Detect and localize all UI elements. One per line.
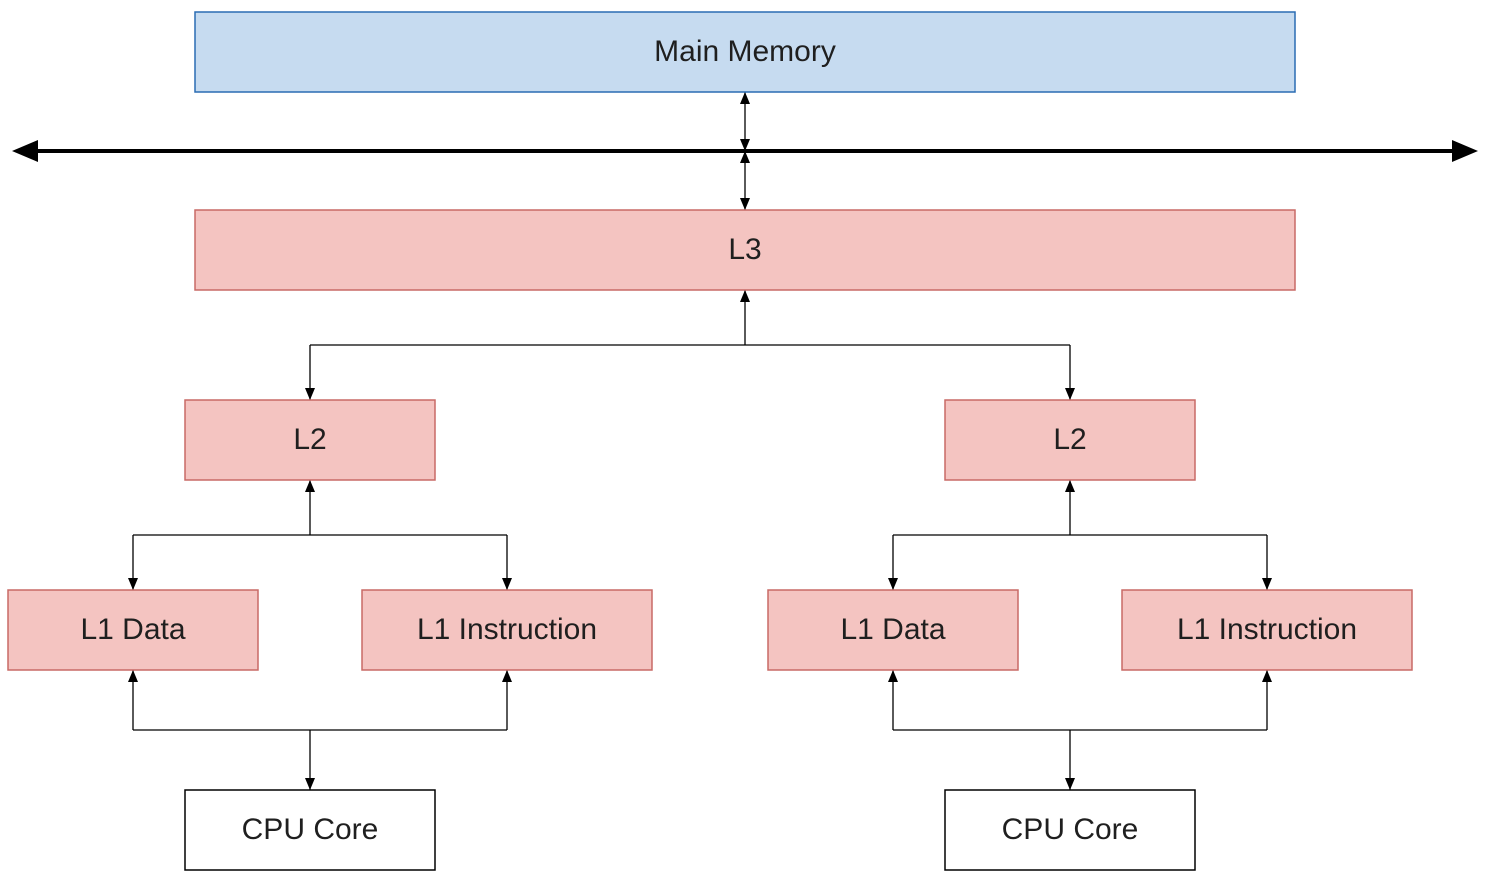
node-main_memory-label: Main Memory [654,35,836,68]
bus-arrow-left [12,140,38,162]
node-core_right-label: CPU Core [1002,813,1139,846]
node-l1d_right-label: L1 Data [840,613,945,646]
node-l2_left-label: L2 [293,423,326,456]
node-main_memory: Main Memory [195,12,1295,92]
node-l3: L3 [195,210,1295,290]
node-l2_right-label: L2 [1053,423,1086,456]
cpu-cache-diagram: Main Memory L3 L2 L1 Data L1 Instruction CPU … [0,0,1490,895]
node-l1i_left-label: L1 Instruction [417,613,597,646]
node-l1d_left: L1 Data [8,590,258,670]
node-l1d_right: L1 Data [768,590,1018,670]
node-core_left: CPU Core [185,790,435,870]
node-l1d_left-label: L1 Data [80,613,185,646]
node-l2_right: L2 [945,400,1195,480]
bus-arrow-right [1452,140,1478,162]
node-l2_left: L2 [185,400,435,480]
node-l1i_right: L1 Instruction [1122,590,1412,670]
node-l3-label: L3 [728,233,761,266]
node-l1i_left: L1 Instruction [362,590,652,670]
node-core_right: CPU Core [945,790,1195,870]
node-core_left-label: CPU Core [242,813,379,846]
node-l1i_right-label: L1 Instruction [1177,613,1357,646]
